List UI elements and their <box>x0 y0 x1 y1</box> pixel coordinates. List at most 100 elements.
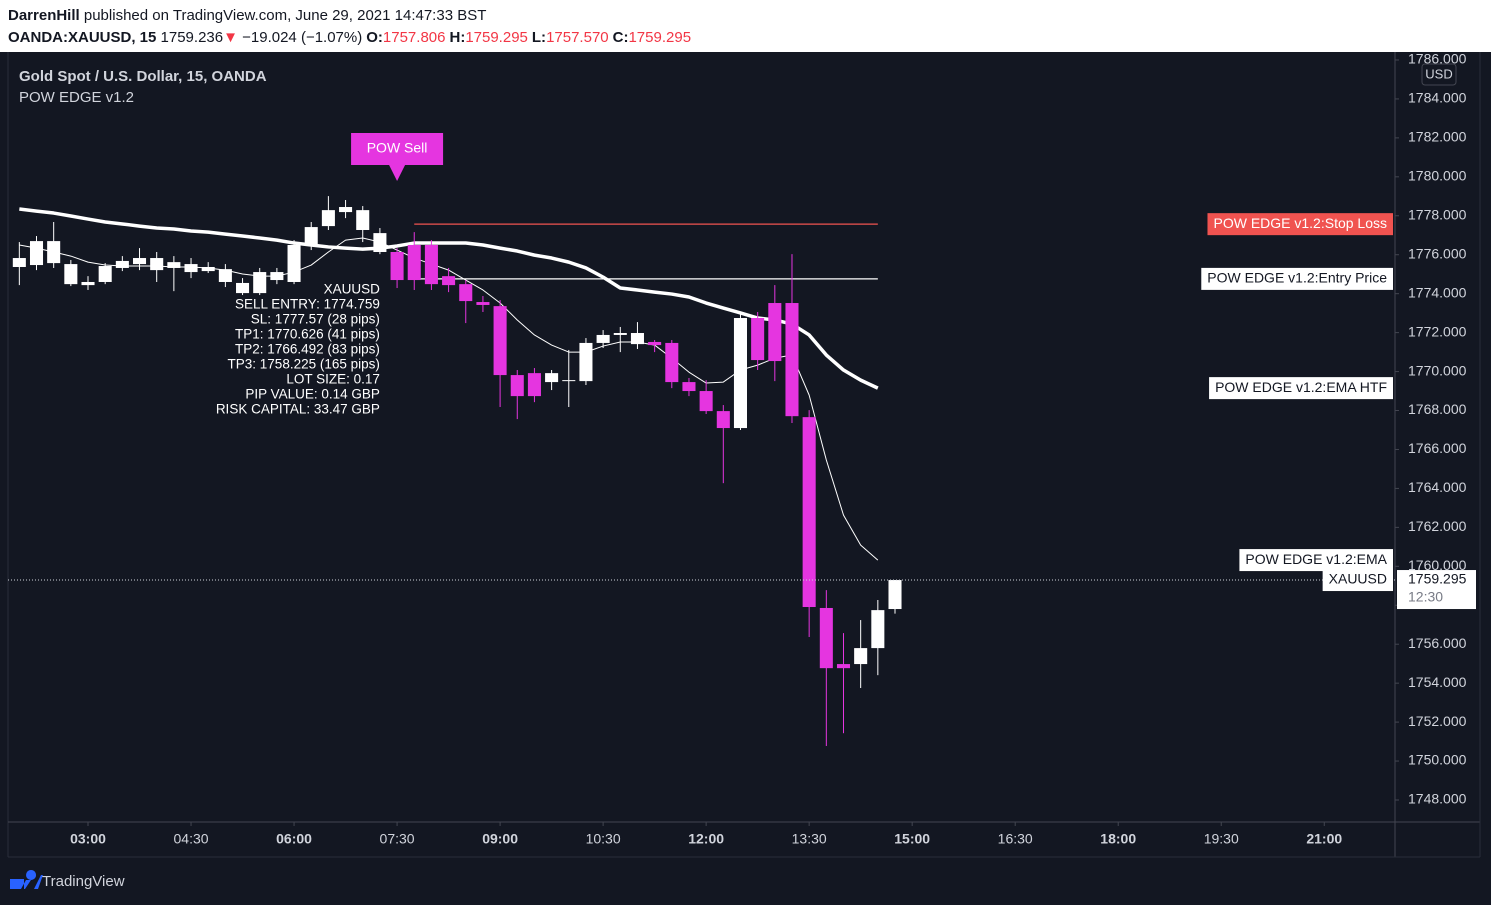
x-tick-label: 16:30 <box>998 831 1033 847</box>
signal-label: POW Sell <box>367 140 428 156</box>
y-tick-label: 1762.000 <box>1408 518 1467 534</box>
candle-body <box>630 333 644 345</box>
y-tick-label: 1752.000 <box>1408 713 1467 729</box>
level-label-text: POW EDGE v1.2:Entry Price <box>1207 270 1387 286</box>
header-bg <box>0 0 1491 52</box>
indicator-line <box>19 207 879 390</box>
candle-body <box>321 210 335 227</box>
symbol: OANDA:XAUUSD, 15 <box>8 29 156 46</box>
y-tick-label: 1748.000 <box>1408 791 1467 807</box>
candle-body <box>287 244 301 282</box>
candle-body <box>751 318 765 361</box>
symbol-line: OANDA:XAUUSD, 15 1759.236▼ −19.024 (−1.0… <box>8 29 691 46</box>
price-box-value: 1759.295 <box>1408 571 1467 587</box>
ohlc-value: 1759.295 <box>465 29 528 46</box>
y-tick-label: 1782.000 <box>1408 129 1467 145</box>
publish-line: DarrenHill published on TradingView.com,… <box>8 7 486 24</box>
candle-body <box>562 380 576 382</box>
candle-body <box>150 258 164 271</box>
y-tick-label: 1756.000 <box>1408 635 1467 651</box>
change: −19.024 (−1.07%) <box>242 29 362 46</box>
candle-body <box>407 244 421 281</box>
x-tick-label: 06:00 <box>276 831 312 847</box>
candle-body <box>201 266 215 272</box>
published: published on TradingView.com, June 29, 2… <box>84 7 487 24</box>
ohlc-label: L: <box>532 29 546 46</box>
info-line: RISK CAPITAL: 33.47 GBP <box>216 402 380 417</box>
info-line: SL: 1777.57 (28 pips) <box>251 312 380 327</box>
candle-body <box>167 262 181 268</box>
ohlc-value: 1757.570 <box>546 29 609 46</box>
candle-body <box>699 391 713 412</box>
line-label-text: POW EDGE v1.2:EMA HTF <box>1215 379 1387 395</box>
y-tick-label: 1784.000 <box>1408 90 1467 106</box>
info-line: XAUUSD <box>324 282 381 297</box>
y-tick-label: 1780.000 <box>1408 168 1467 184</box>
y-tick-label: 1768.000 <box>1408 401 1467 417</box>
candle-body <box>836 664 851 669</box>
candle-body <box>218 269 232 282</box>
level-label-bg <box>1207 213 1393 236</box>
chart-bg <box>0 52 1491 905</box>
y-tick-label: 1750.000 <box>1408 752 1467 768</box>
x-tick-label: 15:00 <box>894 831 930 847</box>
price-box-countdown: 12:30 <box>1408 589 1443 605</box>
line-label-text: POW EDGE v1.2:EMA <box>1245 551 1387 567</box>
x-tick-label: 03:00 <box>70 831 106 847</box>
y-tick-label: 1774.000 <box>1408 284 1467 300</box>
candle-body <box>64 264 78 285</box>
line-label-bg <box>1239 549 1393 572</box>
candle-body <box>304 227 318 245</box>
candle-body <box>98 266 112 282</box>
currency-label: USD <box>1425 66 1452 81</box>
ohlc-label: O: <box>366 29 383 46</box>
candle-body <box>459 284 473 302</box>
candle-body <box>596 334 610 343</box>
author: DarrenHill <box>8 7 80 24</box>
x-tick-label: 13:30 <box>792 831 827 847</box>
x-tick-label: 04:30 <box>174 831 209 847</box>
ohlc-value: 1757.806 <box>383 29 446 46</box>
candle-body <box>682 382 696 392</box>
candle-body <box>12 258 26 267</box>
candle-body <box>665 342 679 383</box>
candle-body <box>527 373 541 397</box>
y-tick-label: 1760.000 <box>1408 557 1467 573</box>
footer: TradingView <box>10 870 125 890</box>
candle-body <box>871 610 885 649</box>
info-line: LOT SIZE: 0.17 <box>286 372 380 387</box>
last: 1759.236 <box>161 29 224 46</box>
candle-body <box>476 302 490 305</box>
x-tick-label: 09:00 <box>482 831 518 847</box>
price-box <box>1397 570 1476 610</box>
level-label-bg <box>1201 267 1393 290</box>
candle-body <box>802 417 816 608</box>
signal-box <box>351 133 444 181</box>
candle-body <box>29 241 44 266</box>
indicator-name: POW EDGE v1.2 <box>19 89 134 106</box>
candle-body <box>854 648 868 665</box>
currency-box <box>1421 63 1457 86</box>
candle-body <box>115 260 129 268</box>
arrow: ▼ <box>223 29 238 46</box>
logo <box>10 870 43 889</box>
info-line: TP1: 1770.626 (41 pips) <box>235 327 380 342</box>
candle-body <box>132 258 147 265</box>
candle-body <box>47 241 61 264</box>
candle-body <box>785 303 799 417</box>
header: DarrenHill published on TradingView.com,… <box>8 7 691 46</box>
line-label: POW EDGE v1.2:EMA <box>1239 549 1393 572</box>
candle-body <box>442 276 456 286</box>
candle-body <box>768 303 782 362</box>
candle-body <box>184 264 198 273</box>
candle-body <box>236 282 250 294</box>
y-tick-label: 1754.000 <box>1408 674 1467 690</box>
chart-title: Gold Spot / U.S. Dollar, 15, OANDA <box>19 68 267 85</box>
candle-body <box>648 341 662 346</box>
y-tick-label: 1764.000 <box>1408 479 1467 495</box>
ohlc-label: H: <box>449 29 465 46</box>
candle-body <box>733 318 748 429</box>
symbol-label: XAUUSD <box>1322 569 1393 592</box>
